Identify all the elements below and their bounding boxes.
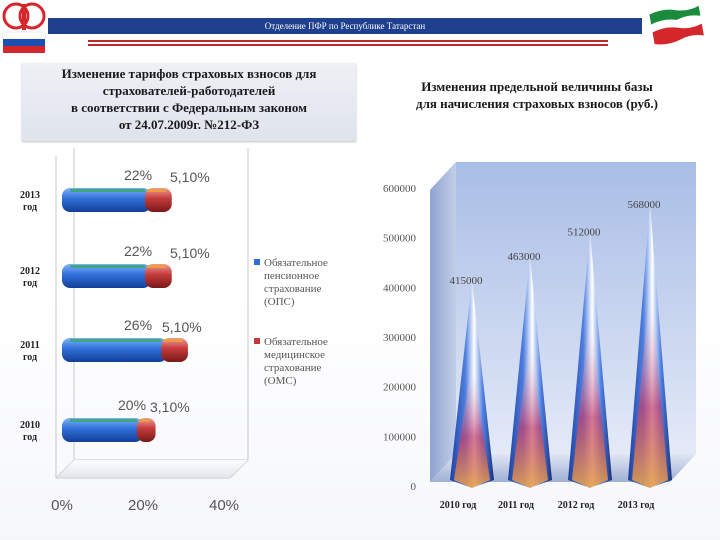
category-label: год [23,278,37,289]
bar-ops [62,418,143,442]
tatarstan-flag-icon [646,2,708,52]
legend-label: Обязательное [264,257,328,269]
y-tick-label: 500000 [383,233,417,245]
data-label-oms: 5,10% [170,245,210,261]
data-label-ops: 20% [118,397,146,413]
data-label: 568000 [628,199,662,211]
bar-ops [62,188,152,212]
data-label: 512000 [568,227,602,239]
y-tick-label: 600000 [383,183,417,195]
data-label-oms: 3,10% [150,399,190,415]
left-heading-line: страхователей-работодателей [102,83,276,98]
left-heading-line: в соответствии с Федеральным законом [70,100,308,115]
data-label-ops: 22% [124,243,152,259]
y-tick-label: 400000 [383,282,417,294]
bar-oms [161,338,188,362]
y-tick-label: 100000 [383,431,417,443]
cone-shading [512,336,548,488]
right-chart-heading: Изменения предельной величины базы для н… [372,78,702,112]
left-heading-line: Изменение тарифов страховых взносов для [61,66,317,81]
legend-label: (ОМС) [264,375,297,387]
category-label: 2013 год [618,500,655,511]
x-tick-label: 20% [128,497,158,514]
bar-highlight [147,265,166,268]
divider-line [88,44,608,46]
category-label: 2013 [20,190,40,201]
legend-label: пенсионное [264,270,319,282]
bar-ops [62,338,168,362]
page-title: Отделение ПФР по Республике Татарстан [48,18,642,34]
data-label-oms: 5,10% [170,169,210,185]
category-label: 2011 [20,340,39,351]
bar-highlight [70,265,146,268]
bar-oms [137,418,156,442]
category-label: 2012 год [558,500,595,511]
bar-highlight [163,339,182,342]
category-label: 2012 [20,266,40,277]
category-label: 2011 год [498,500,534,511]
right-heading-line: Изменения предельной величины базы [421,79,653,94]
base-limit-cone-chart: 0 100000 200000 300000 400000 500000 600000 415… [383,162,696,511]
bar-oms [145,188,172,212]
y-tick-label: 0 [411,481,417,493]
legend-label: страхование [264,362,321,374]
bar-highlight [70,189,146,192]
cone-shading [632,283,668,488]
category-label: год [23,432,37,443]
x-tick-label: 40% [209,497,239,514]
bar-highlight [139,419,150,422]
category-label: 2010 [20,420,40,431]
data-label: 463000 [508,251,542,263]
bar-highlight [147,189,166,192]
legend-swatch-oms [254,338,260,344]
category-label: 2010 год [440,500,477,511]
data-label-ops: 22% [124,167,152,183]
legend-swatch-ops [254,259,260,265]
plot-back-wall [430,162,696,482]
category-label: год [23,202,37,213]
legend: Обязательное пенсионное страхование (ОПС… [254,257,328,387]
cone-shading [454,359,490,488]
legend-label: страхование [264,283,321,295]
left-chart-heading: Изменение тарифов страховых взносов для … [22,63,356,141]
right-heading-line: для начисления страховых взносов (руб.) [416,96,658,111]
bar-highlight [70,339,162,342]
plot-side-wall [430,162,456,482]
y-tick-label: 300000 [383,332,417,344]
divider-line [88,40,608,42]
cone-shading [572,311,608,488]
bar-highlight [70,419,137,422]
y-tick-label: 200000 [383,382,417,394]
legend-label: медицинское [264,349,325,361]
x-tick-label: 0% [51,497,73,514]
bar-ops [62,264,152,288]
legend-label: (ОПС) [264,296,295,308]
category-label: год [23,352,37,363]
plot-floor [56,460,248,478]
pfr-logo [2,0,48,60]
data-label: 415000 [450,275,484,287]
left-heading-line: от 24.07.2009г. №212-ФЗ [118,117,260,132]
data-label-oms: 5,10% [162,319,202,335]
bar-oms [145,264,172,288]
legend-label: Обязательное [264,336,328,348]
data-label-ops: 26% [124,317,152,333]
